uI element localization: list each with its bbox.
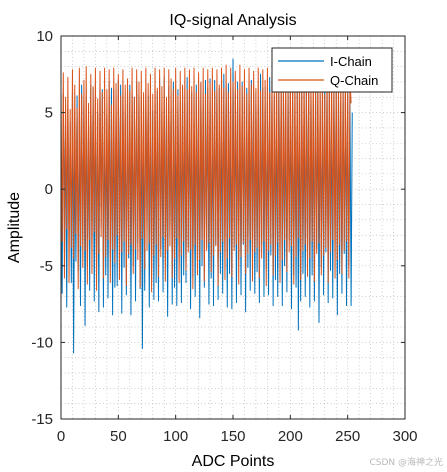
x-tick-label: 50 [110, 428, 127, 445]
x-tick-label: 200 [278, 428, 303, 445]
y-tick-label: -5 [40, 258, 53, 275]
legend: I-Chain Q-Chain [271, 47, 393, 93]
chart-title: IQ-signal Analysis [169, 12, 296, 29]
y-tick-label: 0 [45, 181, 53, 198]
axis-ticks: 0 50 100 150 200 250 300 -15 -10 -5 0 5 10 [31, 28, 417, 445]
y-axis-label: Amplitude [6, 192, 23, 263]
x-axis-label: ADC Points [192, 453, 275, 470]
series-line-q-chain [61, 64, 352, 293]
legend-entry-q-chain: Q-Chain [330, 73, 378, 88]
x-tick-label: 300 [392, 428, 417, 445]
y-tick-label: -10 [31, 334, 53, 351]
watermark-text: CSDN @海神之光 [369, 456, 443, 468]
x-tick-label: 0 [57, 428, 65, 445]
x-tick-label: 150 [220, 428, 245, 445]
series-layer [61, 58, 353, 354]
x-tick-label: 100 [163, 428, 188, 445]
legend-box [271, 47, 393, 93]
legend-entry-i-chain: I-Chain [330, 54, 372, 69]
x-tick-label: 250 [335, 428, 360, 445]
y-tick-label: 10 [36, 28, 53, 45]
y-tick-label: -15 [31, 411, 53, 428]
y-tick-label: 5 [45, 105, 53, 122]
